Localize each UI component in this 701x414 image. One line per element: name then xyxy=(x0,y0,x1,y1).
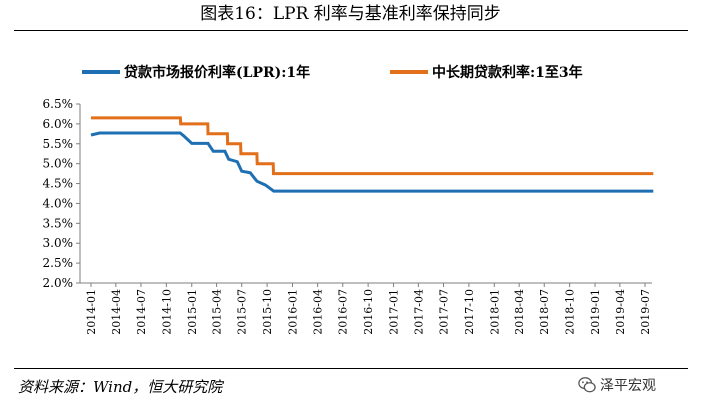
y-tick-label: 3.5% xyxy=(43,216,74,230)
x-tick-label: 2018-10 xyxy=(564,289,577,335)
x-tick-label: 2016-07 xyxy=(337,289,350,335)
series-line-2 xyxy=(91,116,654,176)
legend-label-2: 中长期贷款利率:1至3年 xyxy=(432,64,583,81)
source-note: 资料来源：Wind，恒大研究院 xyxy=(18,378,223,396)
x-tick-label: 2019-04 xyxy=(614,289,627,335)
x-tick-label: 2016-10 xyxy=(362,289,375,335)
x-tick-label: 2018-01 xyxy=(488,289,501,335)
x-tick-label: 2014-10 xyxy=(160,289,173,335)
watermark-text: 泽平宏观 xyxy=(600,378,656,394)
x-tick-label: 2019-07 xyxy=(639,289,652,335)
x-tick-label: 2016-01 xyxy=(287,289,300,335)
watermark: 泽平宏观 xyxy=(578,374,656,396)
x-tick-label: 2016-04 xyxy=(312,289,325,335)
x-tick-label: 2019-01 xyxy=(589,289,602,335)
y-tick-label: 5.0% xyxy=(43,157,74,171)
x-tick-label: 2017-04 xyxy=(412,289,425,335)
x-tick-label: 2017-10 xyxy=(463,289,476,335)
x-tick-label: 2018-07 xyxy=(538,289,551,335)
x-tick-label: 2015-01 xyxy=(186,289,199,335)
x-tick-label: 2014-01 xyxy=(85,289,98,335)
x-tick-label: 2017-01 xyxy=(388,289,401,335)
y-tick-label: 2.0% xyxy=(43,276,74,290)
source-divider xyxy=(14,368,688,369)
x-tick-label: 2015-10 xyxy=(261,289,274,335)
y-tick-label: 2.5% xyxy=(43,256,74,270)
y-tick-label: 5.5% xyxy=(43,137,74,151)
y-tick-label: 6.5% xyxy=(43,97,74,111)
chart-title: 图表16：LPR 利率与基准利率保持同步 xyxy=(200,4,501,24)
x-tick-label: 2015-04 xyxy=(211,289,224,335)
y-tick-label: 6.0% xyxy=(43,117,74,131)
legend-label-1: 贷款市场报价利率(LPR):1年 xyxy=(124,64,310,81)
y-tick-label: 4.5% xyxy=(43,177,74,191)
x-tick-label: 2014-07 xyxy=(135,289,148,335)
x-tick-label: 2018-04 xyxy=(513,289,526,335)
wechat-icon xyxy=(578,377,596,393)
series-line-1 xyxy=(90,131,654,193)
title-divider xyxy=(14,30,688,31)
line-chart: 6.5% 6.0% 5.5% 5.0% 4.5% 4.0% 3.5% 3.0% 2.5% 2.0%… xyxy=(43,64,654,335)
x-tick-label: 2015-07 xyxy=(236,289,249,335)
x-tick-label: 2014-04 xyxy=(110,289,123,335)
x-tick-label: 2017-07 xyxy=(437,289,450,335)
y-tick-label: 3.0% xyxy=(43,236,74,250)
y-tick-label: 4.0% xyxy=(43,196,74,210)
